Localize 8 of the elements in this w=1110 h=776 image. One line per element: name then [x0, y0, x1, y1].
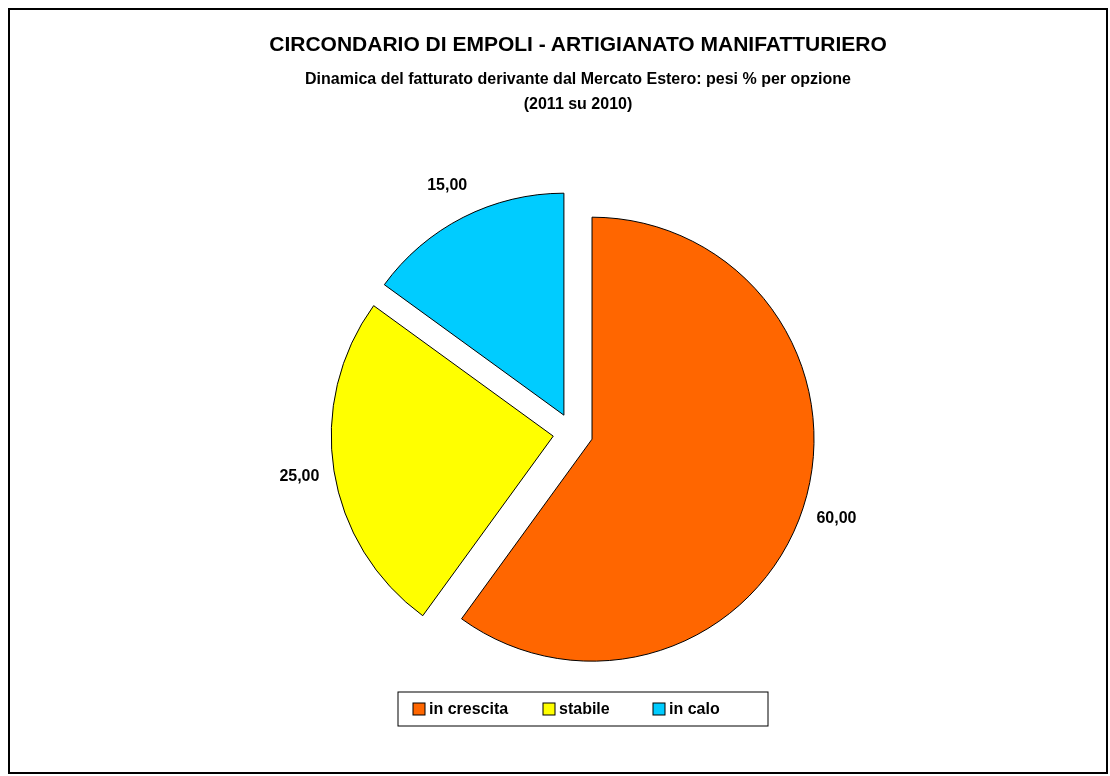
data-label: 60,00 — [816, 508, 857, 526]
chart-subtitle: Dinamica del fatturato derivante dal Mercato Estero: pesi % per opzione (2011 su 2010) — [305, 70, 852, 112]
data-label: 15,00 — [427, 176, 468, 194]
chart-title: CIRCONDARIO DI EMPOLI - ARTIGIANATO MANIFATTURIERO — [269, 32, 887, 55]
legend-label: in crescita — [429, 700, 509, 717]
legend-label: in calo — [669, 700, 720, 717]
legend-label: stabile — [559, 700, 610, 717]
data-label: 25,00 — [279, 466, 320, 484]
